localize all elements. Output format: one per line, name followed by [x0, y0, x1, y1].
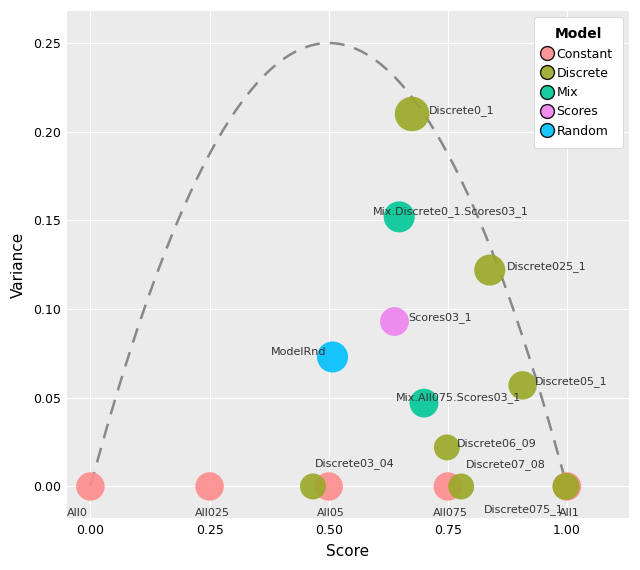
Point: [456, 482, 467, 491]
Point: [518, 381, 528, 390]
Point: [484, 266, 495, 275]
Text: Discrete03_04: Discrete03_04: [316, 458, 395, 469]
Point: [419, 398, 429, 408]
Text: Mix.All075.Scores03_1: Mix.All075.Scores03_1: [396, 392, 521, 403]
Text: All025: All025: [195, 508, 230, 518]
Point: [389, 317, 399, 326]
Text: Discrete025_1: Discrete025_1: [506, 261, 586, 272]
Point: [328, 352, 338, 361]
Point: [204, 482, 214, 491]
Point: [407, 109, 417, 119]
Text: Scores03_1: Scores03_1: [408, 312, 472, 323]
Text: All1: All1: [559, 508, 580, 518]
Point: [394, 212, 404, 221]
Text: ModelRnd: ModelRnd: [271, 347, 327, 357]
Point: [85, 482, 95, 491]
Text: All075: All075: [433, 508, 468, 518]
Point: [324, 482, 334, 491]
Text: All0: All0: [67, 508, 88, 518]
X-axis label: Score: Score: [326, 544, 369, 559]
Point: [442, 443, 452, 452]
Legend: Constant, Discrete, Mix, Scores, Random: Constant, Discrete, Mix, Scores, Random: [534, 17, 623, 148]
Text: All05: All05: [317, 508, 345, 518]
Y-axis label: Variance: Variance: [11, 231, 26, 298]
Point: [443, 482, 453, 491]
Point: [562, 482, 572, 491]
Text: Discrete05_1: Discrete05_1: [534, 376, 607, 387]
Text: Discrete0_1: Discrete0_1: [429, 105, 494, 116]
Text: Mix.Discrete0_1.Scores03_1: Mix.Discrete0_1.Scores03_1: [373, 206, 529, 217]
Text: Discrete07_08: Discrete07_08: [466, 459, 546, 470]
Text: Discrete075_1: Discrete075_1: [484, 504, 564, 515]
Point: [308, 482, 318, 491]
Point: [561, 482, 571, 491]
Text: Discrete06_09: Discrete06_09: [456, 438, 536, 449]
